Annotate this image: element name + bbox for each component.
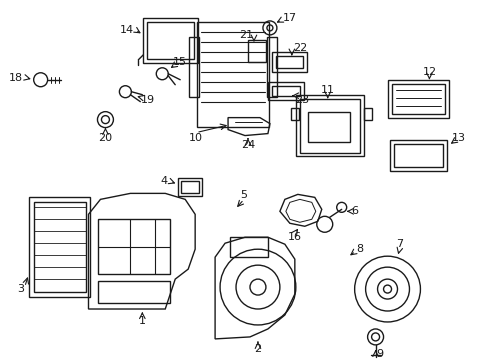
Text: 23: 23 — [294, 95, 308, 105]
Text: 11: 11 — [320, 85, 334, 95]
Text: 5: 5 — [240, 190, 247, 201]
Bar — [247, 40, 265, 62]
Bar — [266, 37, 276, 97]
Text: 2: 2 — [254, 344, 261, 354]
Bar — [34, 202, 85, 292]
Bar — [299, 99, 359, 153]
Text: 22: 22 — [292, 43, 306, 53]
Bar — [178, 179, 202, 196]
Bar — [197, 22, 268, 127]
Bar — [295, 95, 363, 157]
Bar — [363, 108, 371, 120]
Bar — [189, 37, 199, 97]
Text: 16: 16 — [287, 232, 301, 242]
Text: 12: 12 — [422, 67, 436, 77]
Bar — [275, 56, 302, 68]
Bar — [393, 144, 443, 167]
Text: 20: 20 — [98, 132, 112, 143]
Text: 19: 19 — [141, 95, 155, 105]
Text: 13: 13 — [451, 132, 466, 143]
Text: 21: 21 — [239, 30, 253, 40]
Bar — [229, 237, 267, 257]
Bar — [98, 281, 170, 303]
Text: 17: 17 — [282, 13, 296, 23]
Text: 10: 10 — [189, 132, 203, 143]
Text: 6: 6 — [350, 206, 357, 216]
Text: 4: 4 — [161, 176, 167, 186]
Bar — [389, 140, 447, 171]
Bar — [98, 219, 170, 274]
Bar — [267, 82, 303, 100]
Bar — [143, 18, 198, 63]
Bar — [147, 22, 194, 59]
Bar — [307, 112, 349, 141]
Bar — [29, 197, 90, 297]
Text: 8: 8 — [355, 244, 363, 254]
Text: 15: 15 — [173, 57, 187, 67]
Text: 18: 18 — [9, 73, 22, 83]
Text: 3: 3 — [17, 284, 24, 294]
Bar — [271, 86, 299, 96]
Text: 14: 14 — [120, 25, 134, 35]
Text: 24: 24 — [241, 140, 255, 149]
Bar — [181, 181, 199, 193]
Bar — [290, 108, 298, 120]
Text: 7: 7 — [395, 239, 402, 249]
Bar — [391, 84, 445, 114]
Text: 9: 9 — [375, 349, 382, 359]
Bar — [271, 52, 306, 72]
Text: 1: 1 — [139, 316, 145, 326]
Bar — [387, 80, 448, 118]
